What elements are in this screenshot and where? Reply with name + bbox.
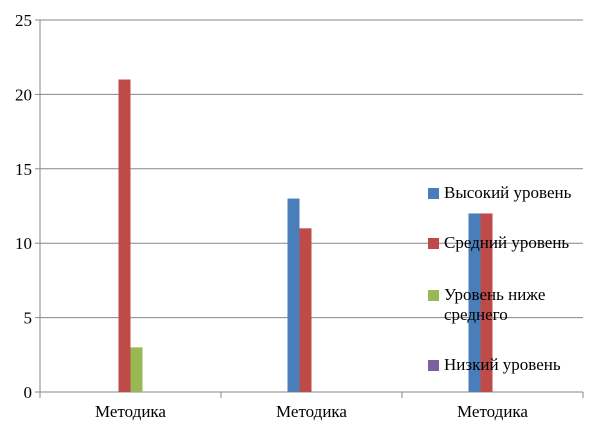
y-tick-label: 15 bbox=[15, 160, 32, 179]
legend-label: Высокий уровень bbox=[444, 183, 572, 202]
legend-swatch bbox=[428, 238, 439, 249]
bar bbox=[468, 213, 481, 392]
legend-label: Средний уровень bbox=[444, 233, 570, 252]
legend-item: Уровень ниже среднего bbox=[428, 285, 593, 325]
legend-swatch bbox=[428, 360, 439, 371]
legend-swatch bbox=[428, 290, 439, 301]
bar bbox=[299, 228, 312, 392]
y-tick-label: 0 bbox=[24, 383, 33, 402]
bar bbox=[287, 198, 300, 392]
x-tick-label: Методика bbox=[95, 402, 166, 421]
x-tick-label: Методика bbox=[276, 402, 347, 421]
legend-label: Низкий уровень bbox=[444, 355, 561, 374]
legend-item: Высокий уровень bbox=[428, 183, 593, 203]
y-tick-label: 25 bbox=[15, 11, 32, 30]
legend-label: Уровень ниже среднего bbox=[444, 285, 546, 324]
y-tick-label: 20 bbox=[15, 85, 32, 104]
legend-item: Средний уровень bbox=[428, 233, 593, 253]
legend-swatch bbox=[428, 188, 439, 199]
y-tick-label: 10 bbox=[15, 234, 32, 253]
y-tick-label: 5 bbox=[24, 309, 33, 328]
legend-item: Низкий уровень bbox=[428, 355, 593, 375]
bar bbox=[130, 347, 143, 392]
x-tick-label: Методика bbox=[457, 402, 528, 421]
bar bbox=[480, 213, 493, 392]
bar bbox=[118, 79, 131, 393]
